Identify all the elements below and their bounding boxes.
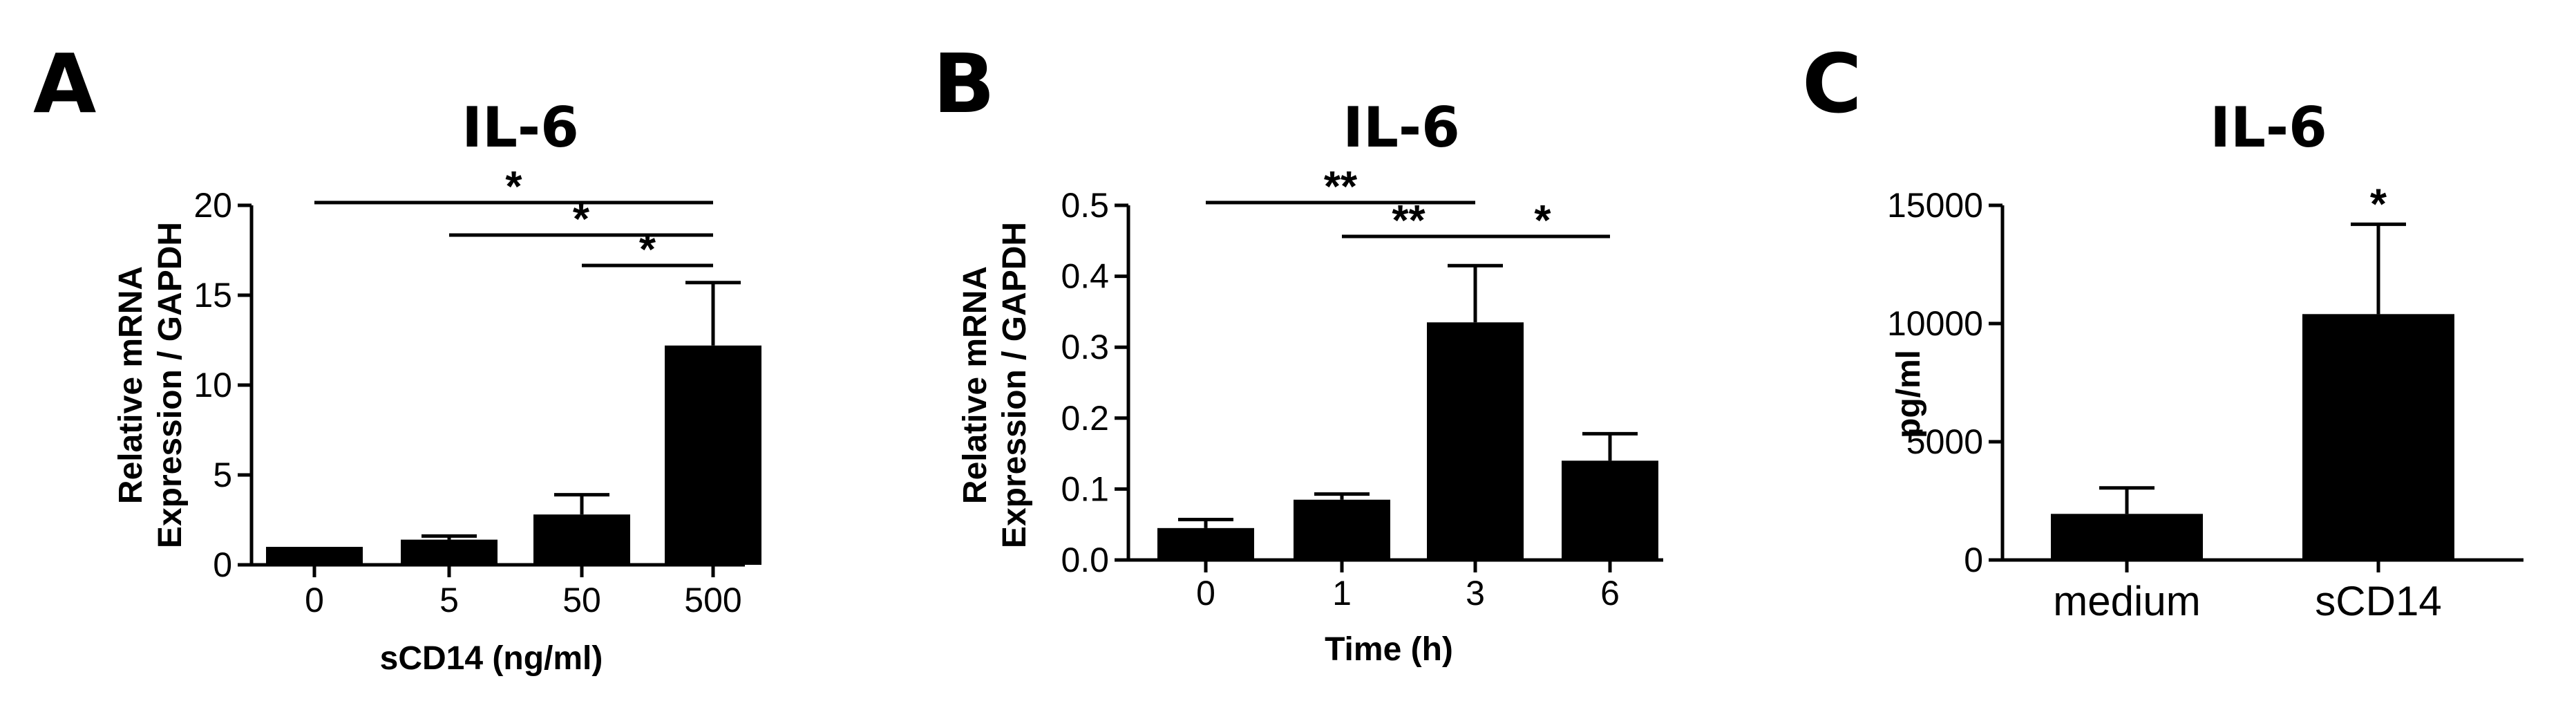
panel-b-x-tick-label: 0 — [1196, 574, 1215, 613]
panel-b-y-tick-label: 0.3 — [1061, 328, 1109, 366]
panel-a-sig-star: * — [505, 163, 522, 211]
panel-a-bar — [401, 539, 498, 565]
panel-b-y-tick-label: 0.4 — [1061, 257, 1109, 296]
panel-b-y-tick-label: 0.0 — [1061, 541, 1109, 579]
panel-b-x-tick-label: 1 — [1332, 574, 1352, 613]
panel-a-x-tick-label: 0 — [305, 581, 324, 619]
panel-a-y-tick-label: 0 — [213, 545, 232, 584]
panel-a-y-tick-label: 10 — [193, 366, 232, 404]
panel-a-x-tick-label: 50 — [562, 581, 601, 619]
panel-a-x-tick-label: 5 — [439, 581, 459, 619]
panel-b-sig-star: ** — [1392, 197, 1426, 245]
panel-c-y-tick-label: 15000 — [1887, 186, 1983, 225]
panel-b-x-tick-label: 6 — [1600, 574, 1620, 613]
panel-b-x-axis-label: Time (h) — [1325, 631, 1453, 668]
panel-b-sig-star: * — [1534, 197, 1551, 245]
panel-c-x-tick-label: sCD14 — [2315, 578, 2441, 624]
panel-a-x-tick-label: 500 — [684, 581, 741, 619]
panel-a-y-tick-label: 20 — [193, 186, 232, 225]
panel-c-y-tick-label: 10000 — [1887, 304, 1983, 343]
panel-c-y-tick-label: 5000 — [1906, 422, 1983, 461]
panel-c-bar — [2302, 314, 2454, 560]
panel-b-bar — [1157, 527, 1254, 560]
panel-b-y-axis-label: Expression / GAPDH — [996, 222, 1033, 548]
panel-b-y-tick-label: 0.1 — [1061, 469, 1109, 508]
panel-c-title: IL-6 — [2210, 95, 2327, 160]
panel-b-sig-star: ** — [1324, 163, 1358, 211]
panel-b-letter: B — [933, 36, 995, 131]
panel-a-bar — [266, 547, 363, 565]
panel-c: C IL-6 0 5000 10000 15000 pg/ml medium sCD14 * — [1802, 36, 2523, 624]
panel-a-sig-star: * — [573, 196, 590, 243]
panel-b-bar — [1294, 499, 1390, 560]
panel-a-y-tick-label: 15 — [193, 276, 232, 315]
panel-a-title: IL-6 — [462, 95, 579, 160]
panel-b-y-tick-label: 0.2 — [1061, 399, 1109, 438]
panel-b-y-tick-label: 0.5 — [1061, 186, 1109, 225]
panel-a-x-axis-label: sCD14 (ng/ml) — [380, 640, 603, 677]
panel-b-bar — [1427, 322, 1524, 560]
panel-a-bar — [533, 514, 630, 565]
panel-c-x-tick-label: medium — [2053, 578, 2200, 624]
panel-c-y-tick-label: 0 — [1964, 541, 1983, 579]
panel-a-y-axis-label: Expression / GAPDH — [152, 222, 189, 548]
panel-c-letter: C — [1802, 36, 1862, 131]
panel-b: B IL-6 0.0 0.1 0.2 0.3 0.4 0.5 Relative mRNA Expr… — [933, 36, 1663, 668]
panel-a-y-tick-label: 5 — [213, 456, 232, 494]
panel-c-y-axis-label: pg/ml — [1891, 350, 1927, 438]
panel-c-sig-star: * — [2370, 180, 2387, 228]
panel-a-sig-star: * — [639, 226, 656, 274]
panel-b-bar — [1562, 460, 1658, 560]
panel-c-bar — [2051, 514, 2203, 560]
panel-b-y-axis-label: Relative mRNA — [957, 266, 994, 504]
panel-b-title: IL-6 — [1343, 95, 1460, 160]
panel-a-letter: A — [33, 36, 96, 131]
panel-a-y-axis-label: Relative mRNA — [113, 266, 149, 504]
panel-b-x-tick-label: 3 — [1466, 574, 1485, 613]
panel-a-bar — [665, 345, 761, 565]
panel-a: A IL-6 0 5 10 15 20 Relative mRNA Expression / G… — [33, 36, 761, 677]
